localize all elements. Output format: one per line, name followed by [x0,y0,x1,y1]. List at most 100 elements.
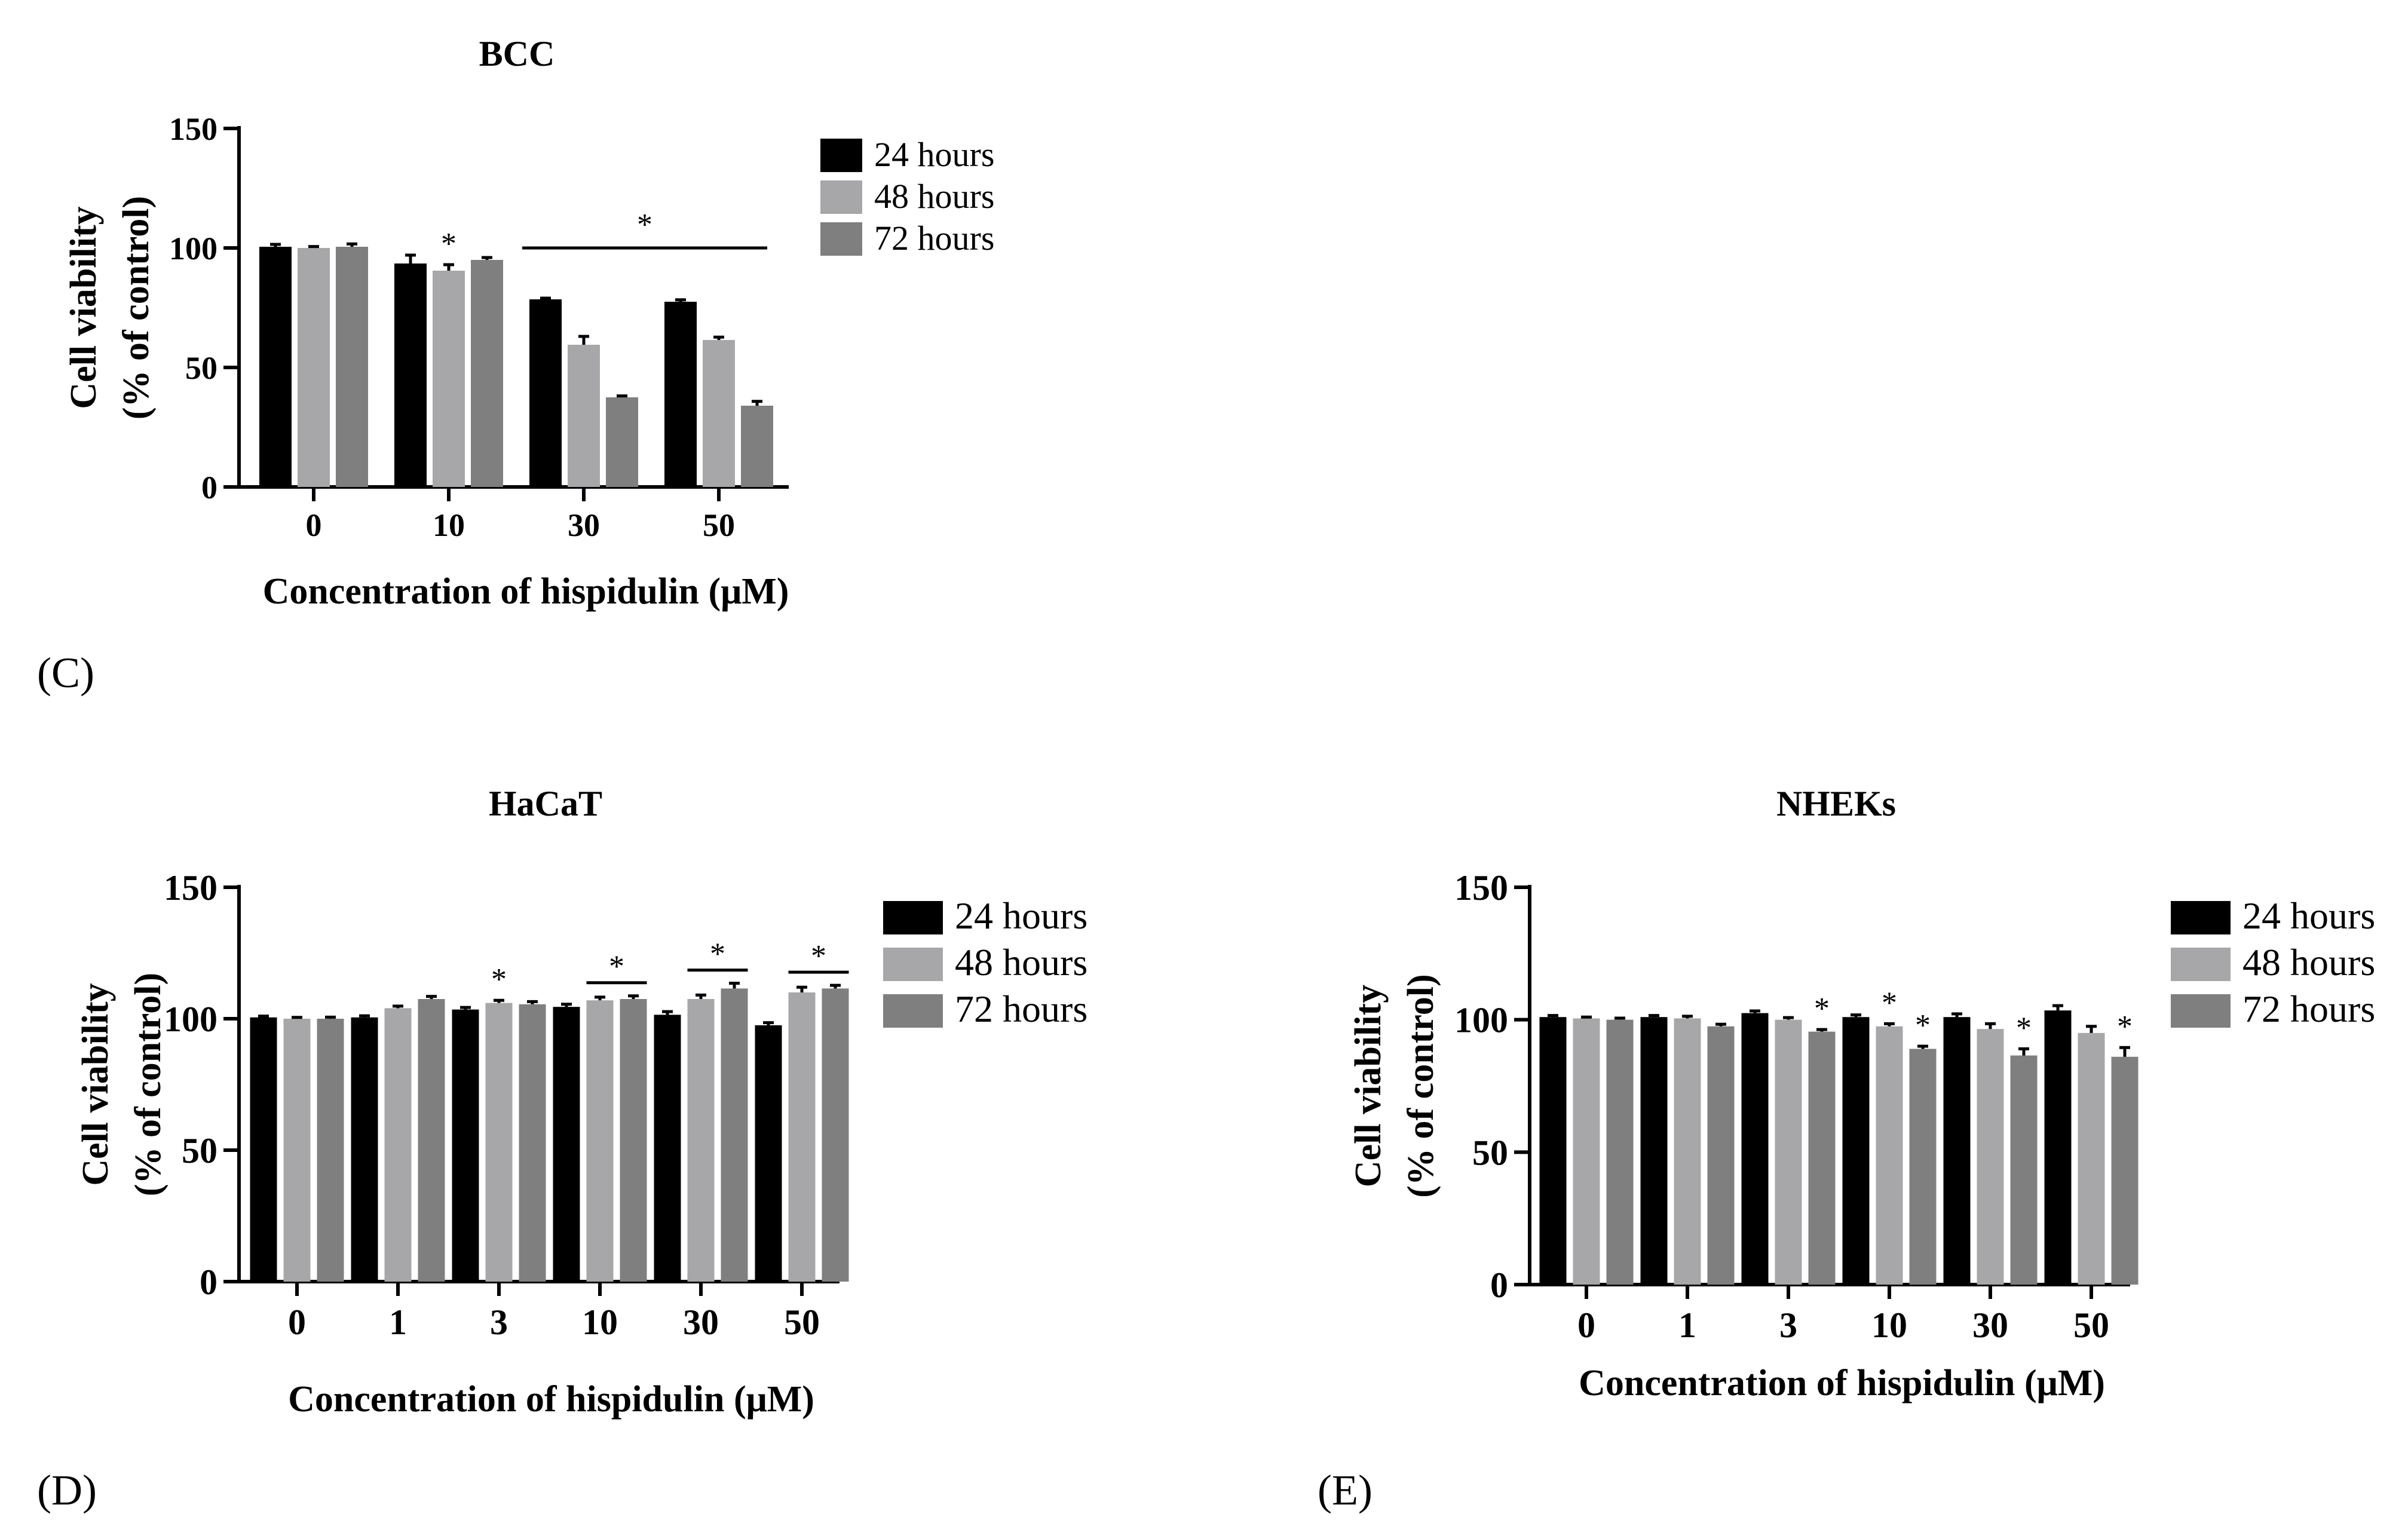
bar [1909,1049,1937,1285]
bar [1573,1018,1600,1285]
y-axis-label: Cell viability [63,206,104,409]
bar [394,263,427,487]
bar [298,248,330,487]
panel-label: (E) [1318,1466,1373,1514]
bar [1876,1026,1903,1285]
y-axis-label: Cell viability [75,983,116,1185]
significance-star: * [2016,1011,2032,1045]
legend-label: 48 hours [955,941,1087,983]
bar [687,999,715,1282]
bar [703,340,735,487]
bar [553,1007,580,1282]
x-tick-label: 50 [784,1303,820,1342]
y-axis-label-unit: (% of control) [128,973,169,1196]
bar [2111,1056,2139,1285]
y-axis-label-unit: (% of control) [116,196,157,419]
bar [384,1008,412,1282]
y-tick-label: 150 [169,111,217,147]
significance-star: * [491,963,507,997]
y-tick-label: 100 [169,231,217,266]
y-tick-label: 150 [1454,868,1508,908]
x-tick-label: 0 [1577,1306,1595,1345]
legend-swatch [2171,901,2231,934]
legend-swatch [883,994,943,1028]
significance-star: * [710,937,725,972]
bar [1707,1026,1735,1285]
chart-title: BCC [479,34,555,73]
bar [317,1019,344,1282]
bar [485,1003,513,1282]
y-tick-label: 0 [1490,1265,1508,1305]
chart-bcc: BCC 0 50 100 150 0 10 30 50 Cell viability (% of c… [37,34,994,697]
bar [2010,1055,2038,1285]
x-tick-label: 50 [703,507,735,543]
bar [568,345,600,487]
significance-star: * [1915,1009,1931,1043]
x-tick-label: 30 [568,507,600,543]
bar [529,299,562,487]
bar [1640,1017,1668,1285]
bar [822,988,849,1282]
bar [1842,1017,1870,1285]
legend-swatch [883,948,943,981]
bar [351,1017,378,1282]
x-tick-label: 30 [683,1303,719,1342]
x-tick-label: 10 [1871,1306,1907,1345]
bar [471,260,503,487]
bar [418,999,445,1282]
legend-swatch [2171,948,2231,981]
bar [2078,1032,2105,1285]
y-tick-label: 150 [164,868,217,908]
bar [741,406,773,487]
x-tick-label: 0 [288,1303,306,1342]
panel-label: (C) [37,649,94,697]
legend-swatch [820,222,862,256]
legend-label: 72 hours [955,988,1087,1030]
x-tick-label: 10 [582,1303,618,1342]
x-tick-label: 1 [1678,1306,1696,1345]
bar [620,999,647,1282]
bar [606,397,638,487]
significance-star: * [609,950,624,984]
bar [1741,1013,1769,1285]
x-axis-label: Concentration of hispidulin (μM) [288,1379,814,1420]
legend-swatch [820,180,862,214]
significance-star: * [1882,986,1897,1020]
legend-label: 72 hours [2242,988,2375,1030]
bar [586,1000,614,1282]
panel-label: (D) [37,1466,97,1514]
bar [283,1019,311,1282]
x-tick-label: 30 [1972,1306,2008,1345]
significance-star: * [637,208,652,242]
significance-star: * [1814,992,1830,1026]
legend-label: 24 hours [874,135,994,174]
x-tick-label: 3 [490,1303,508,1342]
bar [2044,1010,2072,1285]
y-tick-label: 50 [1472,1133,1508,1172]
bar [250,1017,277,1282]
legend-swatch [883,901,943,934]
bar [664,302,697,487]
bar [788,992,816,1282]
bar [1606,1019,1634,1285]
bar [1775,1019,1802,1285]
y-tick-label: 50 [182,1131,217,1170]
bar [1943,1017,1971,1285]
legend-label: 24 hours [955,894,1087,937]
chart-title: NHEKs [1776,784,1896,823]
bar [1539,1017,1567,1285]
significance-star: * [811,939,826,973]
bar [519,1004,546,1282]
bar [1808,1031,1836,1285]
bar [755,1025,782,1282]
bar [336,247,368,487]
chart-nheks: NHEKs 0 50 100 150 0 1 3 10 30 50 Cell viability (% … [1318,784,2375,1514]
bar [721,988,748,1282]
significance-star: * [2117,1010,2133,1044]
x-axis-label: Concentration of hispidulin (μM) [263,571,789,612]
chart-hacat: HaCaT 0 50 100 150 0 1 3 10 30 50 Cell viability (% … [37,784,1087,1514]
legend-swatch [820,139,862,172]
y-tick-label: 0 [201,470,217,505]
legend-label: 48 hours [2242,941,2375,983]
